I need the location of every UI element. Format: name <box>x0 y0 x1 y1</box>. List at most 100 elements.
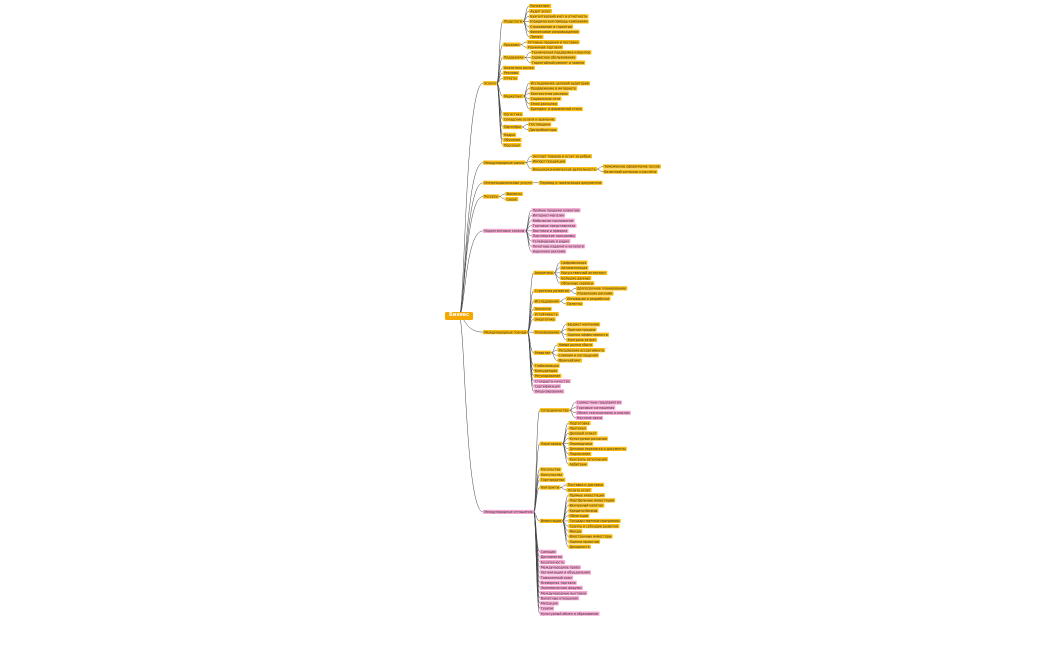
node: Иностранные инвесторы <box>568 534 613 539</box>
node-box <box>575 410 631 415</box>
node: Культурные различия <box>568 436 608 441</box>
node-box <box>568 518 621 524</box>
edge <box>560 484 567 488</box>
node: Подготовка <box>568 421 591 425</box>
node-label: Управление рисками <box>577 292 612 296</box>
node-label: Внешнеэкономическая деятельность <box>533 167 596 171</box>
node: Гранты и субсидии развития <box>568 524 620 529</box>
node: Инновации и разработки <box>565 296 611 301</box>
node-box <box>566 322 601 327</box>
node: Отчёты <box>502 76 518 80</box>
node: Реклама <box>502 70 520 75</box>
edge <box>551 349 558 353</box>
edge <box>458 162 484 317</box>
node-box <box>568 524 620 529</box>
node: Регулирование <box>533 373 562 378</box>
node-box <box>483 509 534 515</box>
node: Цифровизация <box>560 260 588 265</box>
node-label: Интернет-магазин <box>533 214 564 218</box>
node-label: Мобильное приложение <box>533 219 574 223</box>
edge <box>499 193 506 197</box>
node-box <box>529 96 562 101</box>
edge <box>569 409 576 419</box>
node: Совместные предприятия <box>575 400 622 405</box>
node-label: Посольства <box>541 468 560 472</box>
edge <box>458 196 484 317</box>
node-label: Розничная торговля <box>528 45 562 49</box>
node-box <box>533 306 552 312</box>
node-label: Инвестиции <box>541 519 561 523</box>
node: Импорт продукции <box>531 159 567 164</box>
node-label: Оптовые продажи и поставки <box>528 40 579 44</box>
node-label: Аналитика рынка <box>504 66 534 70</box>
node: Исследование целевой аудитории <box>529 81 591 85</box>
node-box <box>530 50 592 55</box>
node-box <box>568 534 613 539</box>
node: Глобализация <box>533 363 560 368</box>
node-label: Сервисное обслуживание <box>532 56 575 60</box>
node-box <box>505 197 519 202</box>
node-box <box>531 249 567 254</box>
edge <box>569 407 576 411</box>
node-box <box>539 477 566 482</box>
node-label: Ресурсы <box>484 195 498 199</box>
node-label: Фонды <box>570 529 582 533</box>
node: Деловая переписка и документы <box>568 446 627 451</box>
node-label: Обучение <box>504 138 520 142</box>
node-label: Международные тренды <box>484 330 527 334</box>
node: Посольства <box>539 467 562 472</box>
node-label: Планирование <box>535 330 560 334</box>
node-label: Оценка эффективности <box>568 333 608 337</box>
node-box <box>533 350 552 355</box>
node-label: Выставки и ярмарки <box>533 229 568 233</box>
node-label: Государственные программы <box>570 519 620 523</box>
node: Социальные сети <box>529 96 562 101</box>
node: Аналитика <box>533 270 555 275</box>
edge <box>520 41 527 45</box>
node-box <box>533 317 556 322</box>
node-label: Валютные отношения <box>541 596 578 600</box>
edge <box>569 290 576 294</box>
node-label: Прогноз продаж <box>568 328 596 332</box>
node-box <box>529 3 552 9</box>
node: Аналитика рынка <box>502 65 535 70</box>
node: Внешнеэкономическая деятельность <box>531 166 598 171</box>
node-box <box>531 159 567 164</box>
edge <box>524 57 531 63</box>
node: Продвижение в интернете <box>529 86 578 91</box>
node-box <box>529 14 589 19</box>
node: Прямые продажи клиентам <box>531 208 581 212</box>
edge <box>527 331 534 392</box>
node-box <box>568 457 608 462</box>
node-label: Сырьё <box>506 197 517 201</box>
node-label: Брендинг и фирменный стиль <box>531 107 582 111</box>
node-label: Юридическая помощь компаниям <box>530 20 588 24</box>
node: Мобильное приложение <box>531 218 575 223</box>
node-label: Гранты и субсидии развития <box>570 524 619 528</box>
node: Экология <box>533 306 552 312</box>
node-box <box>557 353 599 358</box>
node: Деловой этикет <box>568 431 598 436</box>
node-box <box>539 560 566 565</box>
node-box <box>539 611 600 616</box>
node-label: Торгпредства <box>540 478 564 482</box>
edge <box>596 168 604 172</box>
node: Торговые соглашения <box>575 405 616 410</box>
node-box <box>502 42 521 47</box>
node-label: Консалтинг <box>530 4 550 8</box>
node-box <box>539 580 577 585</box>
node-label: Партнёры <box>504 125 521 129</box>
node-label: Таможенный союз <box>540 576 572 580</box>
node-box <box>539 549 557 554</box>
node-box <box>533 288 570 294</box>
edge <box>496 83 504 146</box>
node-label: Кредиты банков <box>570 509 598 513</box>
node-box <box>560 281 595 286</box>
node-box <box>566 482 605 487</box>
node: Выставки и ярмарки <box>531 228 569 233</box>
edge <box>523 95 530 110</box>
node-box <box>528 122 552 127</box>
edge <box>499 196 506 200</box>
node-box <box>539 441 563 446</box>
node-box <box>568 539 601 544</box>
